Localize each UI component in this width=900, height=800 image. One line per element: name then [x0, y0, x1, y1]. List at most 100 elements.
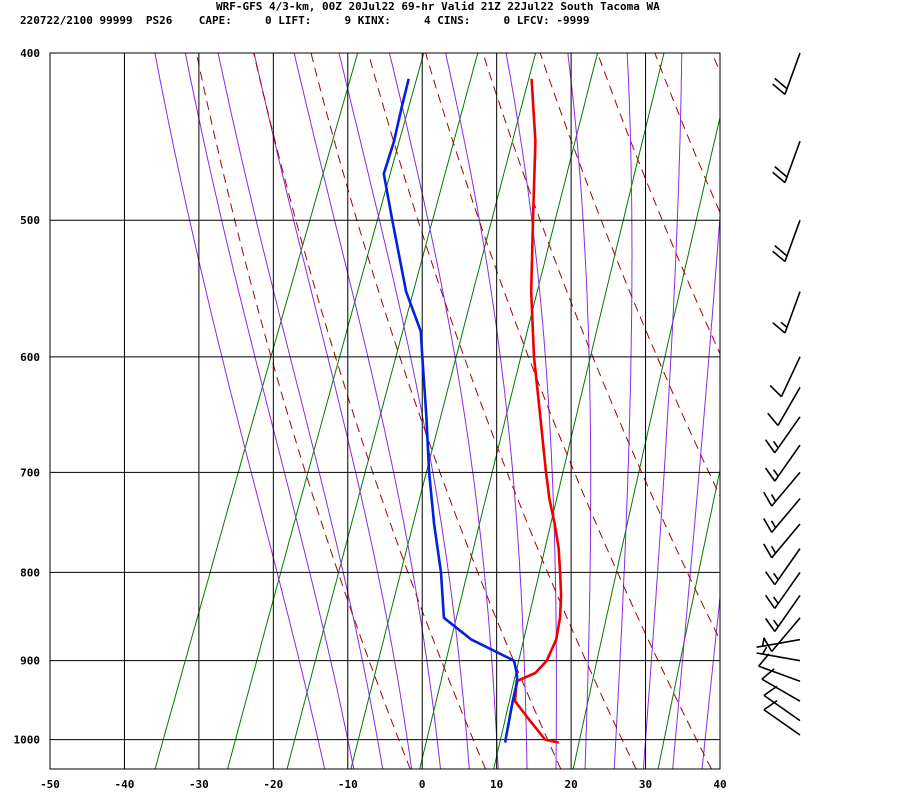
wind-barb-feather — [769, 384, 782, 398]
wind-barb-feather — [772, 322, 786, 334]
temperature-tick-label: 10 — [490, 778, 503, 791]
wind-barb-feather — [763, 699, 778, 711]
pressure-tick-label: 600 — [20, 351, 40, 364]
pressure-tick-label: 400 — [20, 47, 40, 60]
moist-adiabat-line — [253, 53, 413, 769]
wind-barb — [772, 52, 801, 95]
moist-adiabat-line — [642, 53, 683, 769]
wind-barb-feather — [763, 637, 773, 652]
wind-barb-half-feather — [770, 494, 777, 502]
wind-barb-feather — [758, 653, 770, 667]
wind-barb-staff — [763, 709, 801, 736]
wind-barb-staff — [774, 595, 801, 632]
wind-barb-feather — [767, 412, 779, 427]
wind-barb-feather — [764, 617, 776, 632]
wind-barb-half-feather — [772, 440, 779, 449]
axis-ticks: 400 500 600 700 800 900 1000 -50 -40 -30 -20 -10 0 10… — [14, 47, 727, 791]
wind-barb-staff — [774, 416, 801, 454]
mixing-ratio-line — [747, 53, 889, 769]
wind-barb-half-feather — [772, 596, 779, 604]
wind-barb — [763, 523, 801, 559]
moist-adiabat-line — [672, 209, 720, 769]
mixing-ratio-line — [657, 467, 720, 769]
wind-barb-staff — [784, 291, 801, 334]
header-title: WRF-GFS 4/3-km, 00Z 20Jul22 69-hr Valid … — [216, 0, 660, 13]
temperature-tick-label: 0 — [419, 778, 426, 791]
temperature-tick-label: 20 — [564, 778, 577, 791]
dry-adiabat-line — [310, 53, 562, 769]
moist-adiabat-line — [613, 53, 633, 769]
moist-adiabats — [154, 53, 720, 769]
wind-barb — [767, 387, 801, 427]
wind-barb-feather — [772, 171, 786, 184]
wind-barb-feather — [764, 439, 776, 454]
moist-adiabat-line — [184, 53, 355, 769]
dry-adiabat-line — [367, 53, 637, 769]
wind-barb — [763, 685, 801, 722]
temperature-tick-label: -40 — [115, 778, 135, 791]
wind-barb-half-feather — [772, 469, 779, 477]
wind-barb-staff — [756, 652, 801, 662]
moist-adiabat-line — [338, 53, 470, 769]
dry-adiabat-line — [482, 53, 720, 642]
temperature-tick-label: -10 — [338, 778, 358, 791]
dry-adiabat-line — [253, 53, 487, 769]
pressure-tick-label: 900 — [20, 655, 40, 668]
wind-barb-feather — [764, 594, 776, 609]
wind-barb — [756, 646, 801, 662]
wind-barb-feather — [764, 467, 776, 482]
wind-barb-feather — [772, 250, 786, 263]
wind-barb-staff — [774, 444, 801, 482]
wind-barb — [764, 595, 801, 632]
wind-barb-staff — [780, 356, 801, 398]
moist-adiabat-line — [388, 53, 499, 769]
wind-barb — [772, 219, 801, 263]
temperature-tick-label: 40 — [713, 778, 726, 791]
moist-adiabat-line — [154, 53, 326, 769]
moist-adiabat-line — [445, 53, 528, 769]
mixing-ratio-line — [572, 115, 720, 769]
wind-barb-feather — [774, 245, 788, 257]
moist-adiabat-line — [701, 592, 720, 769]
wind-barb-staff — [771, 498, 801, 533]
temperature-profile-line — [513, 78, 563, 744]
wind-barb — [772, 291, 801, 334]
wind-barb-half-feather — [770, 520, 777, 529]
mixing-ratio-line — [227, 53, 425, 769]
mixing-ratio-lines — [154, 53, 889, 769]
wind-barb-staff — [784, 219, 801, 262]
wind-barb-half-feather — [772, 619, 779, 628]
temperature-tick-label: 30 — [639, 778, 652, 791]
wind-barb-staff — [771, 617, 801, 653]
temperature-tick-label: -50 — [40, 778, 60, 791]
dry-adiabats — [195, 53, 900, 769]
moist-adiabat-line — [567, 53, 592, 769]
pressure-tick-label: 700 — [20, 466, 40, 479]
wind-barb — [763, 617, 801, 653]
wind-barb — [764, 571, 801, 609]
wind-barbs — [756, 52, 801, 736]
dry-adiabat-line — [597, 53, 720, 355]
pressure-tick-label: 1000 — [14, 734, 41, 747]
wind-barb-feather — [764, 571, 776, 586]
mixing-ratio-line — [286, 53, 479, 769]
temperature-tick-label: -30 — [189, 778, 209, 791]
wind-barb-half-feather — [780, 321, 788, 328]
wind-barb-staff — [763, 694, 801, 722]
pressure-tick-label: 500 — [20, 214, 40, 227]
wind-barb-half-feather — [761, 638, 765, 647]
wind-barb-feather — [774, 166, 788, 178]
dry-adiabat-line — [827, 53, 900, 769]
wind-barb — [769, 356, 801, 398]
temperature-tick-label: -20 — [263, 778, 283, 791]
dry-adiabat-line — [195, 53, 411, 769]
wind-barb-feather — [763, 685, 778, 697]
wind-barb — [764, 548, 801, 586]
sounding-profiles — [382, 78, 563, 744]
wind-barb-half-feather — [772, 572, 779, 581]
mixing-ratio-line — [154, 53, 359, 769]
wind-barb-feather — [763, 518, 773, 533]
mixing-ratio-line — [493, 53, 665, 769]
moist-adiabat-line — [293, 53, 441, 769]
